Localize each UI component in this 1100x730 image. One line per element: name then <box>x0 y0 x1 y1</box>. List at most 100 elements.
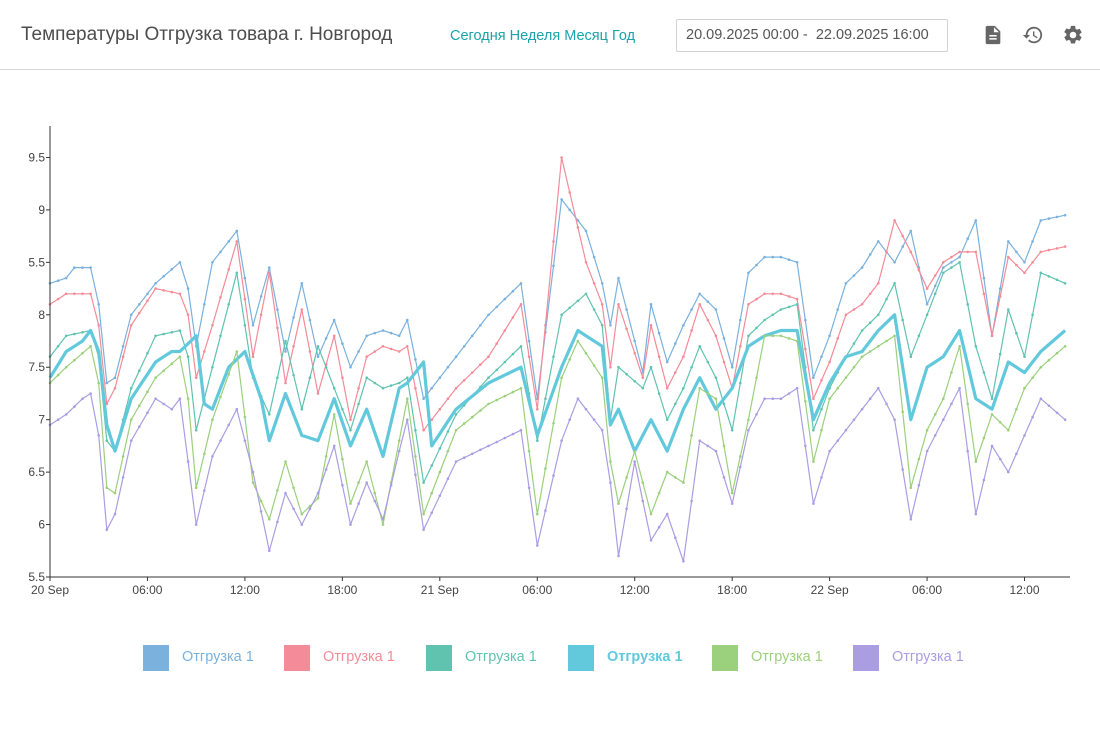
data-point <box>617 303 620 306</box>
data-point <box>64 413 68 416</box>
data-point <box>251 481 255 484</box>
legend-label: Отгрузка 1 <box>323 649 395 665</box>
data-point <box>852 418 856 422</box>
data-point <box>121 455 125 458</box>
chart-legend: Отгрузка 1 Отгрузка 1 Отгрузка 1 Отгрузк… <box>0 644 1100 672</box>
data-point <box>617 365 620 369</box>
data-point <box>657 355 661 358</box>
range-today-link[interactable]: Сегодня <box>450 28 506 44</box>
data-point <box>162 332 165 336</box>
data-point <box>852 342 856 345</box>
data-point <box>251 355 255 358</box>
data-point <box>917 457 921 461</box>
data-point <box>1047 248 1051 252</box>
data-point <box>316 355 320 358</box>
data-point <box>316 345 320 348</box>
data-point <box>503 360 507 364</box>
data-point <box>771 397 775 401</box>
data-point <box>397 439 401 443</box>
data-point <box>454 355 458 358</box>
data-point <box>909 229 913 233</box>
x-axis-ticks: 20 Sep 06:00 12:00 18:00 21 Sep 06:00 12:00 18:… <box>31 577 1040 597</box>
legend-swatch <box>568 645 594 671</box>
data-point <box>357 386 360 390</box>
data-point <box>1007 470 1010 474</box>
data-point <box>81 397 84 401</box>
range-year-link[interactable]: Год <box>611 28 636 44</box>
date-range-input[interactable]: 20.09.2025 00:00 - 22.09.2025 16:00 <box>676 19 948 52</box>
data-point <box>633 351 636 355</box>
data-point <box>868 253 872 256</box>
data-point <box>365 481 369 484</box>
data-point <box>219 250 222 254</box>
data-point <box>852 274 856 277</box>
data-point <box>462 422 466 425</box>
data-point <box>227 303 230 306</box>
data-point <box>113 376 117 380</box>
data-point <box>552 355 555 358</box>
data-point <box>625 372 628 376</box>
series-line <box>49 261 1066 484</box>
data-point <box>154 282 157 285</box>
data-point <box>1039 271 1043 275</box>
data-point <box>284 339 287 343</box>
data-point <box>974 345 978 348</box>
data-point <box>438 447 442 450</box>
data-point <box>406 318 409 322</box>
gear-icon[interactable] <box>1062 24 1084 46</box>
data-point <box>657 491 661 495</box>
data-point <box>722 476 726 479</box>
data-point <box>682 386 685 390</box>
data-point <box>406 345 409 348</box>
data-point <box>990 444 994 448</box>
data-point <box>901 245 904 248</box>
data-point <box>617 554 620 558</box>
data-point <box>316 491 320 495</box>
data-point <box>755 326 758 330</box>
data-point <box>901 468 904 471</box>
data-point <box>828 360 831 364</box>
data-point <box>511 289 515 293</box>
data-point <box>471 334 474 338</box>
data-point <box>568 358 571 361</box>
data-point <box>877 345 880 348</box>
data-point <box>974 460 978 463</box>
data-point <box>714 376 718 380</box>
data-point <box>194 523 198 526</box>
data-point <box>1063 245 1067 248</box>
range-month-link[interactable]: Месяц <box>564 28 608 44</box>
data-point <box>933 413 937 416</box>
data-point <box>527 449 531 453</box>
data-point <box>633 460 636 463</box>
data-point <box>536 407 539 411</box>
data-point <box>641 386 645 390</box>
data-point <box>357 481 360 484</box>
document-icon[interactable] <box>982 24 1004 46</box>
legend-label: Отгрузка 1 <box>892 649 964 665</box>
data-point <box>259 313 263 317</box>
data-point <box>617 502 620 505</box>
history-icon[interactable] <box>1022 24 1044 46</box>
data-point <box>584 351 588 355</box>
data-point <box>268 549 271 553</box>
data-point <box>178 292 182 296</box>
data-point <box>917 334 921 338</box>
data-point <box>97 303 100 306</box>
data-point <box>454 413 458 416</box>
data-point <box>536 439 539 443</box>
data-point <box>682 481 685 484</box>
data-point <box>576 299 580 303</box>
top-bar: Температуры Отгрузка товара г. Новгород … <box>0 0 1100 70</box>
data-point <box>771 334 775 338</box>
range-week-link[interactable]: Неделя <box>509 28 561 44</box>
data-point <box>600 324 604 327</box>
data-point <box>966 303 969 306</box>
data-point <box>446 449 450 453</box>
data-point <box>527 486 531 490</box>
data-point <box>268 266 271 269</box>
data-point <box>357 502 360 505</box>
period-selector: Сегодня Неделя Месяц Год <box>450 28 635 44</box>
data-point <box>503 394 507 398</box>
data-point <box>649 324 653 327</box>
data-point <box>97 381 100 385</box>
